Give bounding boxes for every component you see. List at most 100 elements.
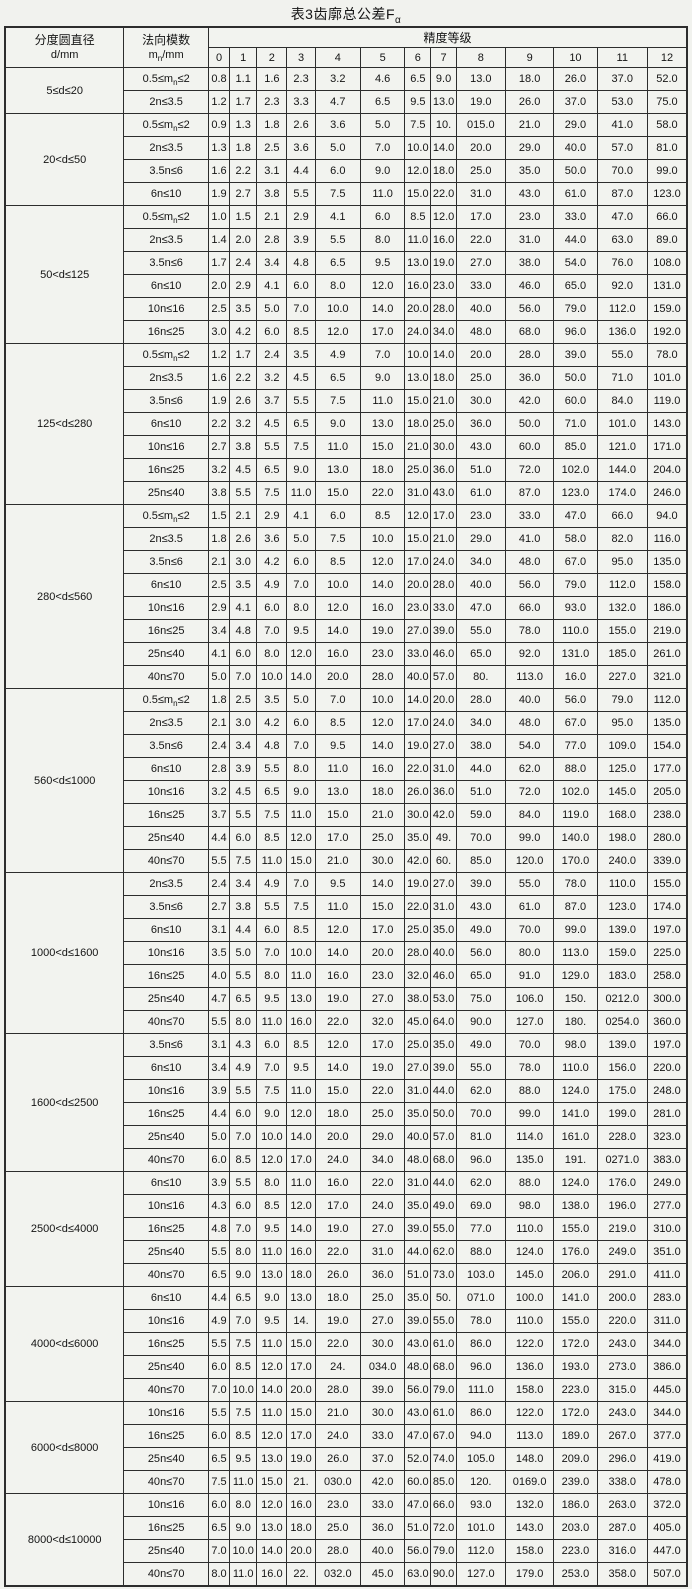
- tolerance-value-cell: 43.0: [430, 481, 457, 505]
- tolerance-value-cell: 31.0: [504, 228, 555, 252]
- tolerance-value-cell: 88.0: [455, 1240, 506, 1264]
- tolerance-value-cell: 52.0: [646, 67, 688, 91]
- tolerance-value-cell: 1.4: [207, 228, 231, 252]
- tolerance-value-cell: 3.9: [229, 757, 258, 781]
- tolerance-value-cell: 2.4: [207, 734, 231, 758]
- diameter-range-cell: 1600<d≤2500: [4, 1033, 125, 1172]
- tolerance-value-cell: 20.0: [404, 573, 432, 597]
- tolerance-value-cell: 199.0: [596, 1102, 648, 1126]
- tolerance-value-cell: 51.0: [404, 1263, 432, 1287]
- tolerance-value-cell: 7.5: [314, 527, 361, 551]
- tolerance-value-cell: 8.0: [229, 1240, 258, 1264]
- tolerance-value-cell: 6.0: [256, 918, 288, 942]
- tolerance-value-cell: 14.0: [359, 872, 406, 896]
- tolerance-value-cell: 2.3: [286, 67, 316, 91]
- tolerance-value-cell: 7.5: [314, 182, 361, 206]
- tolerance-value-cell: 3.8: [207, 481, 231, 505]
- tolerance-value-cell: 2.1: [229, 504, 258, 528]
- tolerance-value-cell: 15.0: [314, 803, 361, 827]
- title-subscript: α: [395, 14, 402, 26]
- tolerance-value-cell: 144.0: [596, 458, 648, 482]
- tolerance-value-cell: 2.6: [229, 389, 258, 413]
- tolerance-value-cell: 277.0: [646, 1194, 688, 1218]
- module-header-unit: mn/mm: [148, 48, 184, 63]
- tolerance-value-cell: 67.0: [553, 550, 598, 574]
- tolerance-value-cell: 56.0: [404, 1539, 432, 1563]
- diameter-header-unit: d/mm: [50, 48, 79, 61]
- tolerance-value-cell: 61.0: [430, 1332, 457, 1356]
- tolerance-value-cell: 6.0: [256, 596, 288, 620]
- tolerance-value-cell: 478.0: [646, 1470, 688, 1494]
- table-row: 10n≤16 3.2 4.5 6.5 9.0 13.0 18.0 26.0 36.0 51.0 72…: [5, 780, 688, 804]
- tolerance-value-cell: 344.0: [646, 1401, 688, 1425]
- table-row: 16n≤25 3.7 5.5 7.5 11.0 15.0 21.0 30.0 42.0 59.0 8…: [5, 803, 688, 827]
- tolerance-value-cell: 2.6: [229, 527, 258, 551]
- tolerance-value-cell: 372.0: [646, 1493, 688, 1517]
- module-range-cell: 16n≤25: [123, 1102, 209, 1126]
- tolerance-value-cell: 78.0: [504, 619, 555, 643]
- module-range-cell: 25n≤40: [123, 1539, 209, 1563]
- tolerance-value-cell: 22.0: [455, 228, 506, 252]
- tolerance-value-cell: 445.0: [646, 1378, 688, 1402]
- tolerance-value-cell: 92.0: [596, 274, 648, 298]
- tolerance-value-cell: 30.0: [359, 1332, 406, 1356]
- tolerance-value-cell: 37.0: [596, 67, 648, 91]
- tolerance-value-cell: 78.0: [646, 343, 688, 367]
- tolerance-value-cell: 11.0: [404, 228, 432, 252]
- module-range-cell: 10n≤16: [123, 1401, 209, 1425]
- tolerance-value-cell: 6.0: [229, 1102, 258, 1126]
- tolerance-value-cell: 90.0: [430, 1562, 457, 1587]
- tolerance-value-cell: 17.0: [286, 1148, 316, 1172]
- table-row: 2n≤3.5 1.8 2.6 3.6 5.0 7.5 10.0 15.0 21.0 29.0 41.…: [5, 527, 688, 551]
- header-row-top: 分度圆直径 d/mm 法向模数 mn/mm 精度等级: [4, 26, 688, 68]
- module-range-cell: 6n≤10: [123, 573, 209, 597]
- tolerance-value-cell: 14.0: [314, 941, 361, 965]
- tolerance-value-cell: 219.0: [646, 619, 688, 643]
- tolerance-value-cell: 156.0: [596, 1056, 648, 1080]
- tolerance-value-cell: 124.0: [553, 1079, 598, 1103]
- tolerance-value-cell: 2.2: [229, 159, 258, 183]
- tolerance-value-cell: 87.0: [553, 895, 598, 919]
- table-row: 3.5n≤6 1.6 2.2 3.1 4.4 6.0 9.0 12.0 18.0 25.0 35.0…: [5, 159, 688, 183]
- module-range-cell: 6n≤10: [123, 1171, 209, 1195]
- tolerance-value-cell: 61.0: [553, 182, 598, 206]
- tolerance-value-cell: 40.0: [553, 136, 598, 160]
- table-row: 16n≤25 4.8 7.0 9.5 14.0 19.0 27.0 39.0 55.0 77.0 1…: [5, 1217, 688, 1241]
- tolerance-value-cell: 16.0: [286, 1240, 316, 1264]
- tolerance-value-cell: 4.6: [359, 67, 406, 91]
- tolerance-value-cell: 41.0: [596, 113, 648, 137]
- tolerance-value-cell: 141.0: [553, 1286, 598, 1310]
- tolerance-value-cell: 11.0: [286, 1171, 316, 1195]
- tolerance-value-cell: 53.0: [596, 90, 648, 114]
- tolerance-value-cell: 3.6: [286, 136, 316, 160]
- tolerance-value-cell: 75.0: [455, 987, 506, 1011]
- tolerance-value-cell: 3.2: [207, 780, 231, 804]
- tolerance-value-cell: 419.0: [646, 1447, 688, 1471]
- tolerance-value-cell: 18.0: [430, 159, 457, 183]
- tolerance-value-cell: 16.0: [286, 1493, 316, 1517]
- tolerance-value-cell: 25.0: [430, 412, 457, 436]
- module-range-cell: 10n≤16: [123, 1079, 209, 1103]
- tolerance-value-cell: 32.0: [404, 964, 432, 988]
- tolerance-value-cell: 5.0: [286, 527, 316, 551]
- tolerance-value-cell: 66.0: [504, 596, 555, 620]
- tolerance-value-cell: 35.0: [404, 1286, 432, 1310]
- table-row: 1600<d≤2500 3.5n≤6 3.1 4.3 6.0 8.5 12.0 17.0 25.…: [4, 1033, 688, 1172]
- tolerance-value-cell: 1.7: [229, 90, 258, 114]
- tolerance-value-cell: 4.1: [256, 274, 288, 298]
- tolerance-value-cell: 12.0: [404, 159, 432, 183]
- tolerance-value-cell: 101.0: [646, 366, 688, 390]
- tolerance-value-cell: 17.0: [404, 550, 432, 574]
- tolerance-value-cell: 12.0: [314, 918, 361, 942]
- tolerance-value-cell: 209.0: [553, 1447, 598, 1471]
- tolerance-value-cell: 15.0: [359, 435, 406, 459]
- tolerance-value-cell: 110.0: [596, 872, 648, 896]
- tolerance-value-cell: 5.0: [359, 113, 406, 137]
- grade-header-cell: 7: [430, 47, 457, 68]
- tolerance-value-cell: 123.0: [596, 895, 648, 919]
- tolerance-value-cell: 18.0: [286, 1263, 316, 1287]
- tolerance-value-cell: 24.: [314, 1355, 361, 1379]
- tolerance-value-cell: 84.0: [596, 389, 648, 413]
- tolerance-value-cell: 12.0: [256, 1493, 288, 1517]
- tolerance-value-cell: 19.0: [286, 1447, 316, 1471]
